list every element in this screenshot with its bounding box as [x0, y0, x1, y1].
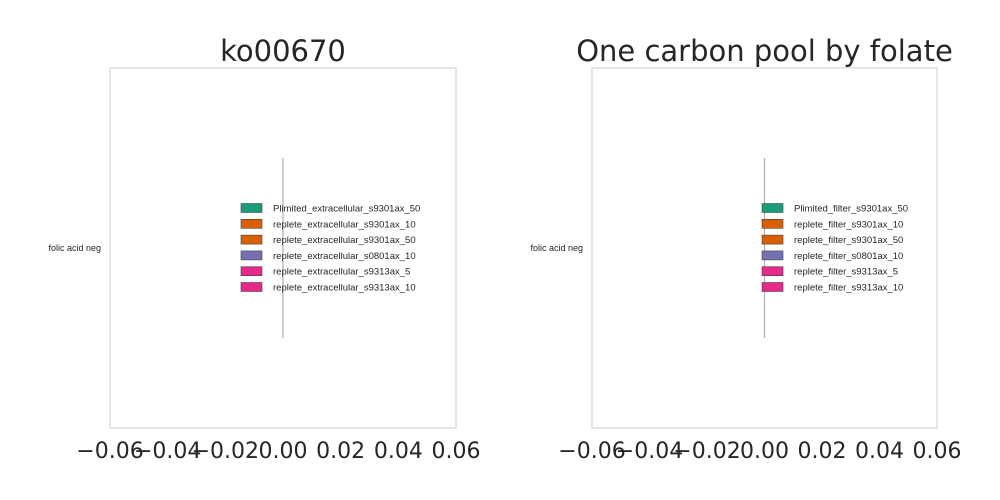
- chart1-legend-label: replete_extracellular_s9301ax_50: [273, 235, 416, 246]
- chart2-legend-swatch: [761, 250, 784, 261]
- chart2-xtick-label: 0.02: [798, 439, 847, 464]
- chart1-legend-label: replete_extracellular_s9301ax_10: [273, 219, 416, 230]
- chart1-legend-swatch: [240, 219, 263, 229]
- chart2-legend-label: replete_filter_s9313ax_5: [794, 267, 898, 278]
- chart2-legend-swatch: [761, 282, 784, 292]
- chart1-xtick-label: −0.04: [134, 439, 201, 464]
- chart2-xtick-label: 0.06: [913, 439, 962, 464]
- chart2-legend-label: Plimited_filter_s9301ax_50: [794, 204, 908, 215]
- chart1-legend-swatch: [240, 203, 263, 213]
- chart2-legend-label: replete_filter_s9313ax_10: [794, 283, 903, 294]
- chart1-xtick-label: 0.00: [259, 439, 308, 464]
- chart2-legend-label: replete_filter_s9301ax_50: [794, 235, 903, 246]
- chart1-legend-label: Plimited_extracellular_s9301ax_50: [273, 204, 420, 215]
- chart2-title: One carbon pool by folate: [576, 34, 953, 68]
- chart1-xtick-label: 0.02: [316, 439, 365, 464]
- chart1-xtick-label: 0.04: [374, 439, 423, 464]
- chart2-xtick-label: 0.04: [855, 439, 904, 464]
- chart2-legend-swatch: [761, 203, 784, 213]
- chart1-xtick-label: −0.06: [76, 439, 143, 464]
- chart1-legend-swatch: [240, 250, 263, 261]
- chart1-legend-label: replete_extracellular_s9313ax_10: [273, 283, 416, 294]
- chart2-xtick-label: −0.06: [558, 439, 625, 464]
- chart2-legend-swatch: [761, 219, 784, 229]
- chart1-xtick-label: 0.06: [432, 439, 481, 464]
- chart1-legend-swatch: [240, 234, 263, 245]
- chart2-xtick-label: −0.02: [673, 439, 740, 464]
- chart1-legend-swatch: [240, 282, 263, 292]
- chart2-legend-swatch: [761, 266, 784, 277]
- chart1-category-label: folic acid neg: [48, 243, 101, 253]
- chart2-category-label: folic acid neg: [530, 243, 583, 253]
- chart1-title: ko00670: [220, 34, 346, 68]
- chart2-xtick-label: 0.00: [740, 439, 789, 464]
- chart1-legend-swatch: [240, 266, 263, 277]
- chart1-legend-label: replete_extracellular_s9313ax_5: [273, 267, 410, 278]
- chart1-xtick-label: −0.02: [192, 439, 259, 464]
- chart2-legend-label: replete_filter_s9301ax_10: [794, 219, 903, 230]
- chart2-xtick-label: −0.04: [616, 439, 683, 464]
- chart2-legend-label: replete_filter_s0801ax_10: [794, 251, 903, 262]
- chart2-legend-swatch: [761, 234, 784, 245]
- chart1-legend-label: replete_extracellular_s0801ax_10: [273, 251, 416, 262]
